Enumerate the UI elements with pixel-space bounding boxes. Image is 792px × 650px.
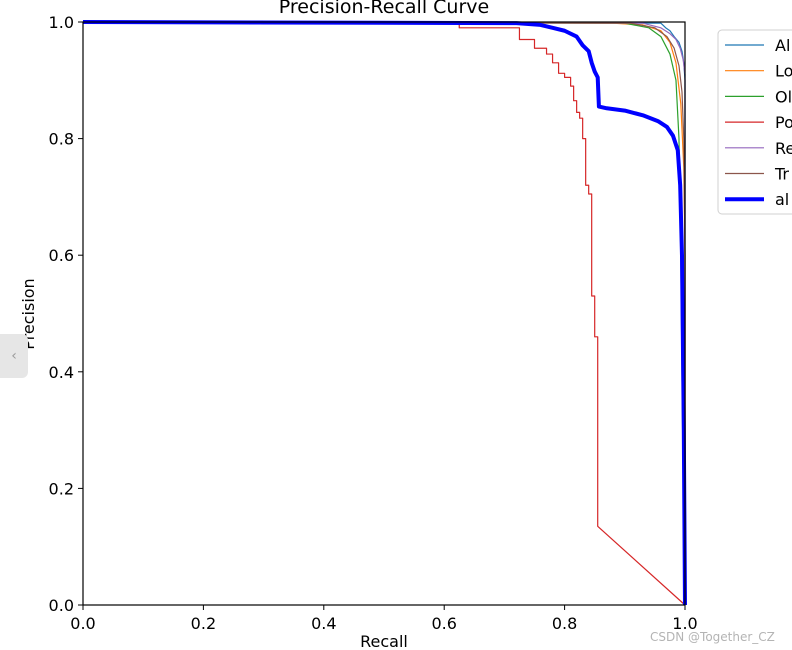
x-tick-label: 0.2 <box>191 614 216 633</box>
y-axis: 0.0 0.2 0.4 0.6 0.8 1.0 <box>49 13 83 615</box>
legend-label-3: Po <box>775 113 792 132</box>
y-tick-label: 0.0 <box>49 596 74 615</box>
legend-label-5: Tr <box>774 165 789 184</box>
y-tick-label: 0.4 <box>49 363 74 382</box>
legend-label-0: Al <box>775 36 790 55</box>
legend-label-1: Lo <box>775 62 792 81</box>
plot-frame <box>82 21 686 606</box>
legend-label-2: Ol <box>775 87 792 106</box>
series-line-6 <box>82 20 687 606</box>
series-line-4 <box>82 21 686 605</box>
y-tick-label: 1.0 <box>49 13 74 32</box>
collapse-sidebar-button[interactable]: ‹ <box>0 334 28 378</box>
legend-label-4: Re <box>775 139 792 158</box>
y-axis-label: Precision <box>19 278 38 349</box>
x-axis-label: Recall <box>360 632 408 650</box>
series-line-3 <box>83 21 686 606</box>
x-tick-label: 0.8 <box>552 614 577 633</box>
x-tick-label: 0.0 <box>70 614 95 633</box>
y-tick-label: 0.6 <box>49 246 74 265</box>
chart-title: Precision-Recall Curve <box>279 0 489 18</box>
x-tick-label: 0.6 <box>431 614 456 633</box>
y-tick-label: 0.8 <box>49 130 74 149</box>
watermark: CSDN @Together_CZ <box>650 630 775 644</box>
x-axis: 0.0 0.2 0.4 0.6 0.8 1.0 <box>70 605 698 633</box>
legend: Al Lo Ol Po Re Tr al <box>717 29 792 215</box>
x-tick-label: 1.0 <box>672 614 697 633</box>
legend-label-6: al <box>775 190 789 209</box>
chevron-left-icon: ‹ <box>11 348 17 364</box>
x-tick-label: 0.4 <box>311 614 336 633</box>
y-tick-label: 0.2 <box>49 479 74 498</box>
